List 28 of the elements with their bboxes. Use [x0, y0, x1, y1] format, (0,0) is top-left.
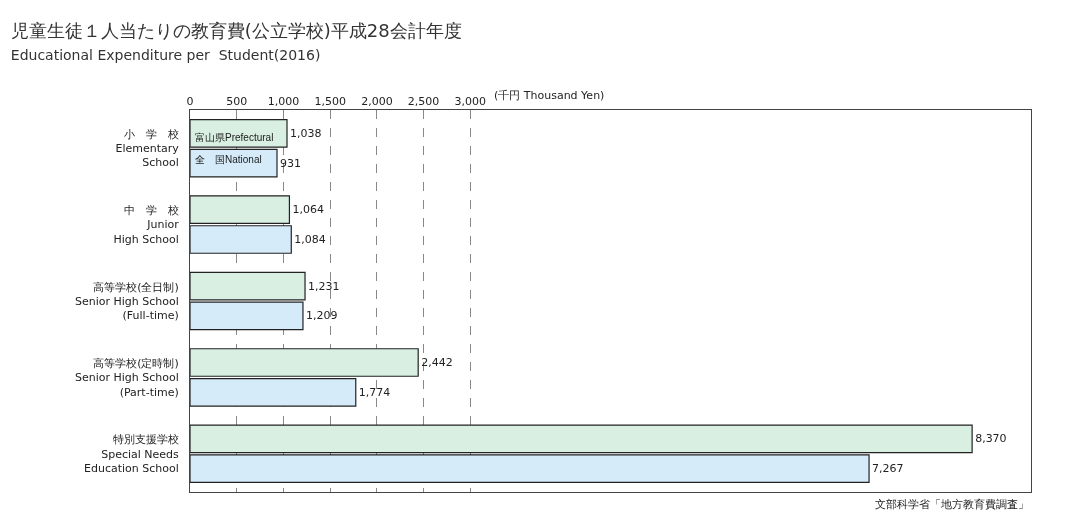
text: 1,231 [308, 279, 340, 293]
text: 931 [280, 156, 301, 170]
y-tick-label: 中 学 校 Junior High School [113, 204, 180, 246]
x-tick-label: 1,500 [314, 94, 346, 108]
x-axis-title: (千円 Thousand Yen) [494, 89, 605, 102]
series-label: 富山県Prefectural [195, 132, 274, 143]
text: 文部科学省「地方教育費調査」 [875, 498, 1029, 511]
x-tick-label: 2,500 [407, 94, 440, 108]
y-tick-label: 小 学 校 Elementary School [115, 127, 180, 170]
text: 1,038 [290, 126, 322, 140]
x-tick-label: 3,000 [454, 94, 487, 108]
y-tick-label: 高等学校(全日制) Senior High School (Full-time) [74, 280, 179, 323]
text: 8,370 [975, 432, 1007, 446]
x-tick-label: 0 [186, 94, 194, 108]
text: 1,064 [292, 203, 324, 217]
y-tick-label: 高等学校(定時制) Senior High School (Part-time) [74, 356, 179, 399]
y-tick-label: 特別支援学校 Special Needs Education School [84, 433, 180, 475]
chart-subtitle: Educational Expenditure per Student(2016) [10, 47, 321, 64]
series-label: 全 国National [195, 154, 262, 165]
x-tick-label: 2,000 [361, 94, 393, 108]
text: 1,084 [294, 233, 326, 246]
chart-title: 児童生徒１人当たりの教育費(公立学校)平成28会計年度 [10, 19, 462, 41]
x-tick-label: 1,000 [267, 94, 300, 108]
text: 1,209 [305, 309, 338, 323]
x-tick-label: 500 [226, 94, 248, 108]
text: 1,774 [358, 385, 391, 399]
text: 7,267 [872, 462, 904, 476]
text: 2,442 [421, 356, 453, 369]
